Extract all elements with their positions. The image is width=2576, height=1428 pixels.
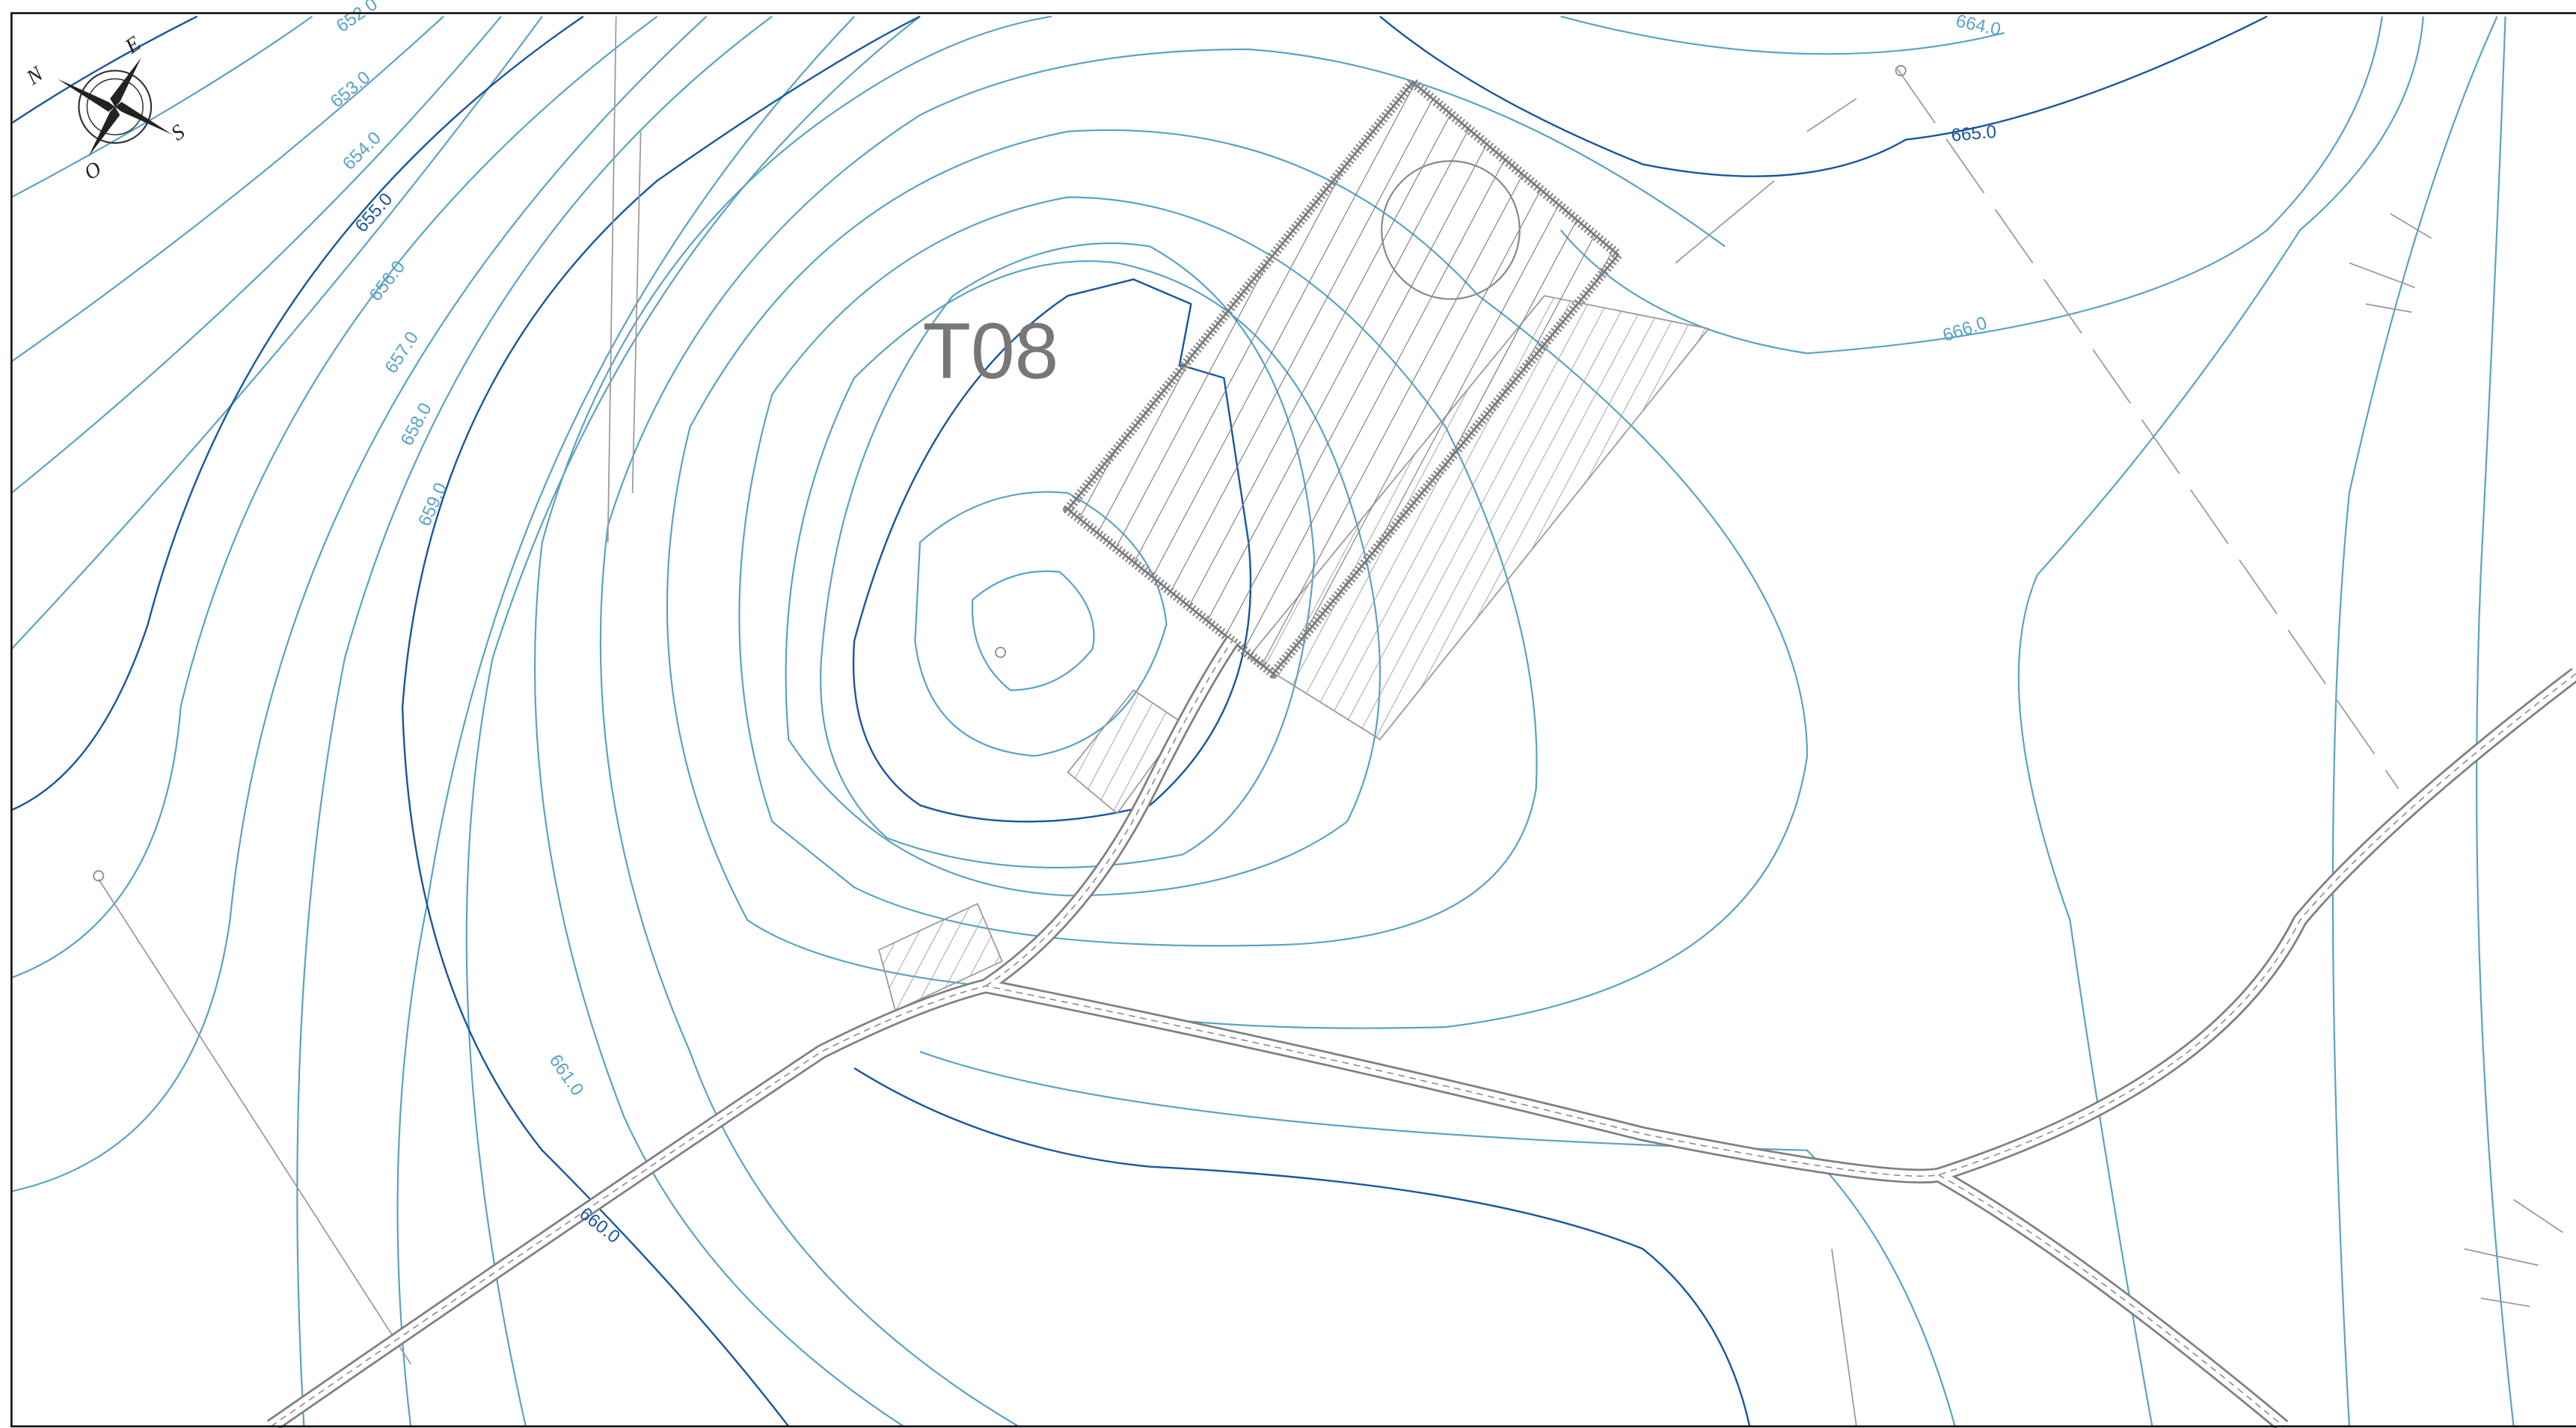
platform xyxy=(878,77,1710,1012)
turbine-label: T08 xyxy=(923,307,1059,395)
contours xyxy=(10,15,2515,1427)
compass-rose: N E S O xyxy=(22,32,189,186)
frame xyxy=(10,12,2576,1428)
roads xyxy=(266,637,2576,1428)
contour-label: 665.0 xyxy=(1951,122,1998,146)
survey-lines xyxy=(93,16,2563,1427)
